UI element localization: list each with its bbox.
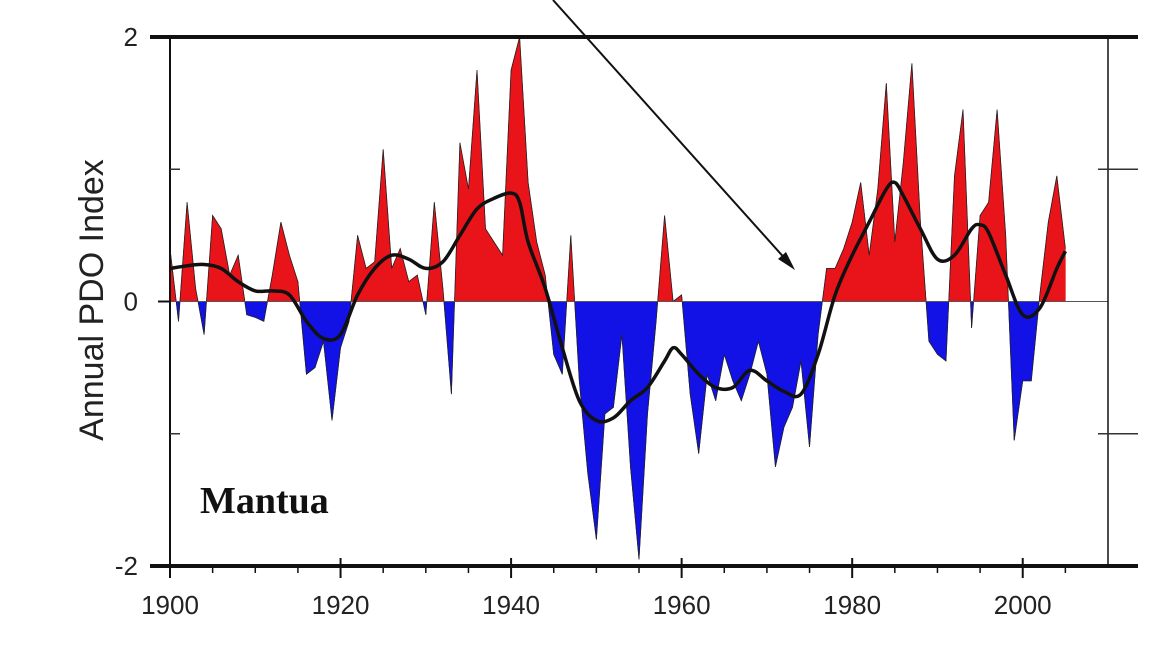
x-tick-label-1960: 1960 <box>653 590 711 620</box>
x-tick-label-1940: 1940 <box>482 590 540 620</box>
anomaly-segment-1905 <box>212 214 222 302</box>
x-axis: 1900 1920 1940 1960 1980 2000 <box>141 558 1067 620</box>
anomaly-segment-1990 <box>937 301 947 362</box>
anomaly-segment-1995 <box>979 201 989 302</box>
x-tick-label-2000: 2000 <box>994 590 1052 620</box>
anomaly-segment-2000 <box>1022 301 1032 382</box>
annotation-arrow-shaft <box>552 0 789 263</box>
y-axis: 2 0 -2 <box>115 22 1138 581</box>
anomaly-segment-1951 <box>604 301 614 415</box>
x-tick-label-1980: 1980 <box>823 590 881 620</box>
anomaly-segment-1972 <box>783 301 793 428</box>
x-tick-label-1920: 1920 <box>312 590 370 620</box>
y-tick-label-neg2: -2 <box>115 551 138 581</box>
x-tick-label-1900: 1900 <box>141 590 199 620</box>
annual-series-line <box>169 36 1066 560</box>
anomaly-segment-1916 <box>306 301 316 375</box>
smoothed-line <box>169 180 1067 424</box>
anomaly-segment-1940 <box>510 36 520 302</box>
y-tick-label-2: 2 <box>124 22 138 52</box>
y-axis-label: Annual PDO Index <box>73 159 111 441</box>
annotation-arrowhead <box>778 252 795 270</box>
location-annotation: Mantua <box>200 480 329 522</box>
y-tick-label-0: 0 <box>124 287 138 317</box>
